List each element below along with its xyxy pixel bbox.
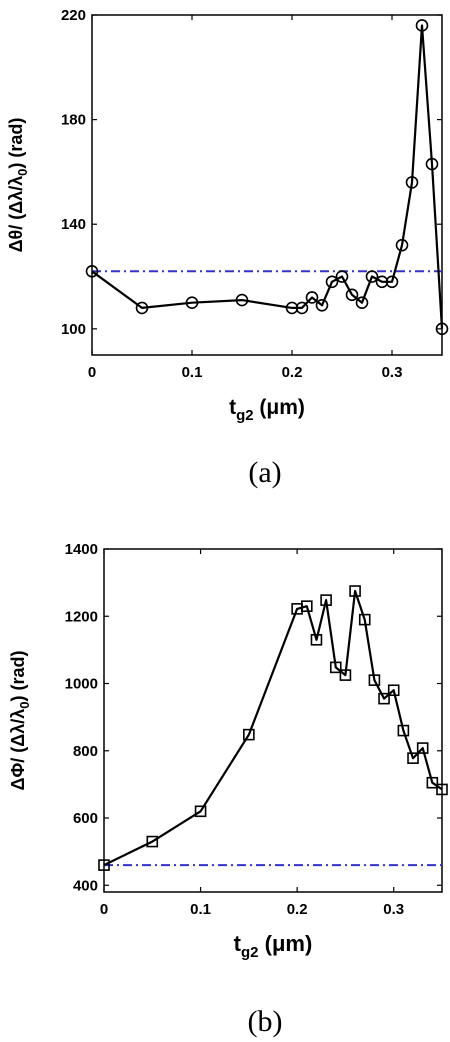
data-point xyxy=(305,291,319,304)
panel-caption: (a) xyxy=(248,456,281,489)
data-point xyxy=(185,296,199,309)
data-point xyxy=(387,684,400,697)
data-point xyxy=(235,293,249,307)
data-point xyxy=(320,594,332,606)
y-tick-label: 100 xyxy=(61,321,86,338)
y-tick-label: 1400 xyxy=(65,541,98,558)
data-point xyxy=(397,724,410,737)
x-tick-label: 0.2 xyxy=(282,364,303,381)
data-point xyxy=(329,661,342,674)
panel-caption: (b) xyxy=(248,1005,283,1038)
data-point xyxy=(368,674,381,686)
x-tick-label: 0.3 xyxy=(382,364,403,381)
x-tick-label: 0.3 xyxy=(383,901,404,918)
chart-panel-a: 0 0.1 0.2 0.3 100 140 180 220 tg2 (μm) Δθ/ (Δλ/λ0… xyxy=(6,7,449,489)
data-point xyxy=(339,669,352,681)
data-point xyxy=(285,301,299,315)
data-point xyxy=(358,613,371,626)
data-point xyxy=(310,633,323,646)
x-tick-label: 0 xyxy=(100,901,108,918)
series-line xyxy=(91,24,444,329)
data-point xyxy=(135,301,149,315)
data-point xyxy=(425,157,439,171)
plot-frame xyxy=(91,14,443,356)
data-point xyxy=(146,835,159,848)
data-point xyxy=(85,265,99,278)
data-point xyxy=(355,296,369,309)
chart-panel-b: 0 0.1 0.2 0.3 400 600 800 1000 1200 1400 tg2 (μm) Δ… xyxy=(8,541,448,1038)
data-point xyxy=(415,19,429,32)
plot-frame xyxy=(103,548,443,893)
data-point xyxy=(315,299,329,312)
y-tick-label: 400 xyxy=(73,877,98,894)
y-tick-label: 1000 xyxy=(65,676,98,693)
data-point xyxy=(405,176,419,189)
data-point xyxy=(335,270,349,283)
data-point xyxy=(378,692,390,705)
data-point xyxy=(243,728,255,741)
data-point xyxy=(349,585,361,597)
data-point xyxy=(365,270,379,283)
series-line xyxy=(103,589,443,867)
data-point xyxy=(345,288,359,302)
y-axis-label: Δθ/ (Δλ/λ0) (rad) xyxy=(6,118,30,253)
x-tick-label: 0.1 xyxy=(190,901,211,918)
data-point xyxy=(98,859,110,871)
y-tick-label: 140 xyxy=(61,216,86,233)
y-tick-label: 1200 xyxy=(65,608,98,625)
y-tick-label: 800 xyxy=(73,743,98,760)
data-point xyxy=(375,275,389,289)
data-point xyxy=(325,275,339,289)
data-point xyxy=(435,322,449,336)
data-point xyxy=(385,275,399,289)
data-point xyxy=(407,752,419,764)
x-tick-label: 0.2 xyxy=(287,901,308,918)
data-point xyxy=(436,783,448,796)
x-axis-label: tg2 (μm) xyxy=(229,396,305,424)
data-point xyxy=(295,301,309,315)
data-point xyxy=(395,238,409,252)
x-tick-label: 0 xyxy=(88,364,96,381)
y-tick-label: 600 xyxy=(73,810,98,827)
y-axis-label: ΔΦ/ (Δλ/λ0) (rad) xyxy=(8,651,32,791)
data-point xyxy=(194,805,207,818)
y-tick-label: 180 xyxy=(61,112,86,129)
y-tick-label: 220 xyxy=(61,7,86,24)
x-axis-label: tg2 (μm) xyxy=(234,931,313,961)
x-tick-label: 0.1 xyxy=(182,364,203,381)
data-point xyxy=(416,742,429,754)
data-point xyxy=(300,600,313,612)
data-point xyxy=(426,776,439,789)
